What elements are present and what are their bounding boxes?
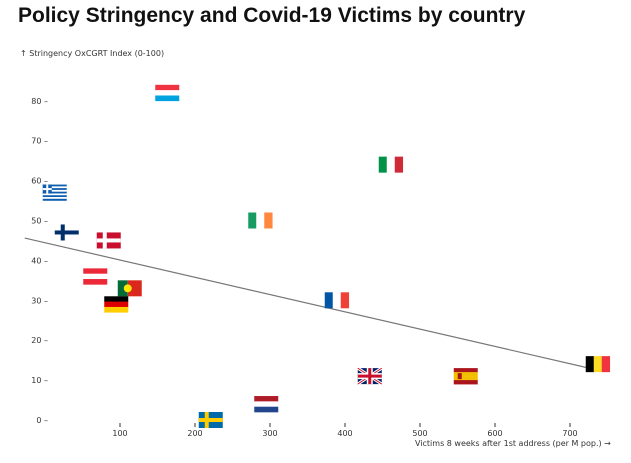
y-tick-label: 70 – (31, 137, 48, 146)
flag-stripe (453, 376, 478, 381)
flag-stripe (42, 184, 67, 187)
y-tick-label: 50 – (31, 217, 48, 226)
flag-stripe (254, 401, 279, 408)
flag-cross (357, 374, 382, 378)
flag-stripe (155, 90, 180, 96)
flag-stripe (386, 156, 396, 173)
flag-stripe (83, 279, 108, 285)
flag-stripe (256, 212, 265, 229)
flag-stripe (42, 195, 67, 198)
flag-stripe (453, 368, 478, 373)
x-tick-label: 500 (412, 429, 427, 438)
y-tick-label: 0 – (36, 416, 48, 425)
x-tick-label: 700 (562, 429, 577, 438)
flag-stripe (42, 197, 67, 199)
finland-flag (54, 224, 79, 241)
x-tick-label: 300 (262, 429, 277, 438)
flag-stripe (394, 156, 404, 173)
italy-flag (378, 156, 404, 173)
flag-stripe (42, 198, 67, 201)
greece-flag (42, 184, 67, 201)
flag-stripe (324, 292, 334, 309)
flag-stripe (104, 296, 129, 302)
flag-stripe (254, 396, 279, 402)
netherlands-flag (254, 396, 279, 413)
portugal-flag (117, 280, 142, 297)
denmark-flag (96, 232, 121, 249)
x-tick-label: 100 (112, 429, 127, 438)
flag-stripe (155, 95, 180, 102)
flag-stripe (254, 406, 279, 413)
chart-title: Policy Stringency and Covid-19 Victims b… (18, 4, 526, 27)
flag-stripe (83, 268, 108, 274)
flag-stripe (332, 292, 342, 309)
y-tick-label: 20 – (31, 336, 48, 345)
spain-flag (453, 368, 478, 385)
flag-stripe (453, 380, 478, 385)
flag-stripe (155, 84, 180, 91)
flag-stripe (42, 193, 67, 196)
x-tick-label: 400 (337, 429, 352, 438)
flag-stripe (42, 189, 67, 192)
flag-stripe (42, 191, 67, 194)
ireland-flag (248, 212, 273, 229)
flag-stripe (378, 156, 388, 173)
flag-stripe (453, 372, 478, 377)
flag-stripe (264, 212, 273, 229)
austria-flag (83, 268, 108, 285)
sweden-flag (198, 412, 223, 428)
flag-stripe (601, 356, 611, 373)
flag-cross (96, 238, 121, 243)
flag-stripe (104, 301, 129, 308)
trend-line (24, 237, 598, 371)
flag-cross (42, 188, 52, 191)
x-tick-label: 600 (487, 429, 502, 438)
flag-stripe (127, 280, 142, 297)
germany-flag (104, 296, 129, 313)
flag-cross (198, 418, 223, 422)
flag-stripe (585, 356, 595, 373)
flag-stripe (117, 280, 128, 297)
flag-cross (54, 230, 79, 235)
y-tick-label: 80 – (31, 97, 48, 106)
flag-stripe (83, 273, 108, 280)
flag-stripe (593, 356, 603, 373)
france-flag (324, 292, 350, 309)
flag-emblem (457, 373, 462, 380)
belgium-flag (585, 356, 611, 373)
x-tick-label: 200 (187, 429, 202, 438)
y-tick-label: 60 – (31, 177, 48, 186)
y-tick-label: 30 – (31, 296, 48, 305)
flag-stripe (42, 188, 67, 191)
flag-stripe (42, 186, 67, 189)
flag-emblem (123, 284, 132, 293)
flag-stripe (248, 212, 257, 229)
flag-stripe (104, 306, 129, 313)
x-axis-label: Victims 8 weeks after 1st address (per M… (415, 439, 611, 448)
flag-stripe (340, 292, 350, 309)
y-tick-label: 40 – (31, 256, 48, 265)
y-tick-label: 10 – (31, 376, 48, 385)
y-axis-label: ↑ Stringency OxCGRT Index (0-100) (20, 49, 164, 58)
uk-flag (356, 366, 383, 386)
luxembourg-flag (155, 84, 180, 102)
